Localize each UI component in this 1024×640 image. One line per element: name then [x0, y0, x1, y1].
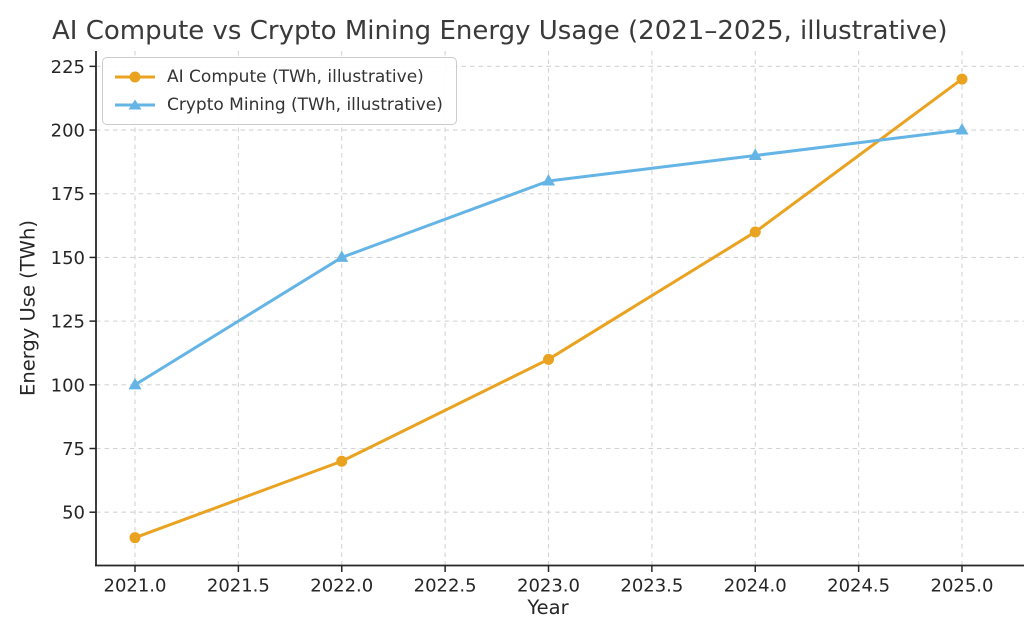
x-tick-label: 2023.0 — [517, 576, 580, 597]
x-tick-label: 2024.0 — [724, 576, 787, 597]
data-point-triangle — [128, 377, 142, 390]
data-point-circle — [129, 532, 141, 544]
y-tick-label: 175 — [51, 184, 85, 205]
x-tick-label: 2022.5 — [414, 576, 477, 597]
x-tick-label: 2025.0 — [931, 576, 994, 597]
y-tick-label: 75 — [62, 439, 85, 460]
legend-label-crypto-mining: Crypto Mining (TWh, illustrative) — [167, 95, 443, 115]
legend-label-ai-compute: AI Compute (TWh, illustrative) — [167, 67, 424, 87]
data-point-circle — [956, 73, 968, 85]
data-point-circle — [336, 455, 348, 467]
x-tick-label: 2023.5 — [620, 576, 683, 597]
x-tick-label: 2021.0 — [104, 576, 167, 597]
legend: AI Compute (TWh, illustrative) Crypto Mi… — [102, 57, 457, 125]
legend-item-ai-compute: AI Compute (TWh, illustrative) — [113, 64, 443, 90]
data-point-triangle — [542, 173, 555, 186]
data-point-triangle — [335, 250, 349, 262]
data-point-triangle — [748, 148, 762, 161]
x-tick-label: 2024.5 — [827, 576, 890, 597]
legend-line-triangle-icon — [115, 99, 155, 110]
legend-sample-marker-0 — [129, 71, 141, 83]
x-tick-label: 2022.0 — [310, 576, 373, 597]
y-tick-label: 225 — [51, 57, 85, 78]
x-axis-label: Year — [527, 596, 569, 619]
x-tick-label: 2021.5 — [207, 576, 270, 597]
y-tick-label: 125 — [51, 312, 85, 333]
legend-sample-marker-1 — [128, 99, 142, 110]
chart-title: AI Compute vs Crypto Mining Energy Usage… — [52, 16, 948, 46]
data-point-circle — [543, 353, 554, 365]
data-point-triangle — [955, 123, 969, 135]
data-point-circle — [749, 226, 761, 238]
legend-line-circle-icon — [115, 71, 155, 83]
y-tick-label: 100 — [51, 375, 85, 396]
y-tick-label: 150 — [51, 248, 85, 269]
y-tick-label: 200 — [51, 121, 85, 142]
legend-item-crypto-mining: Crypto Mining (TWh, illustrative) — [113, 92, 443, 118]
y-axis-label: Energy Use (TWh) — [16, 220, 40, 396]
y-tick-label: 50 — [62, 503, 85, 524]
